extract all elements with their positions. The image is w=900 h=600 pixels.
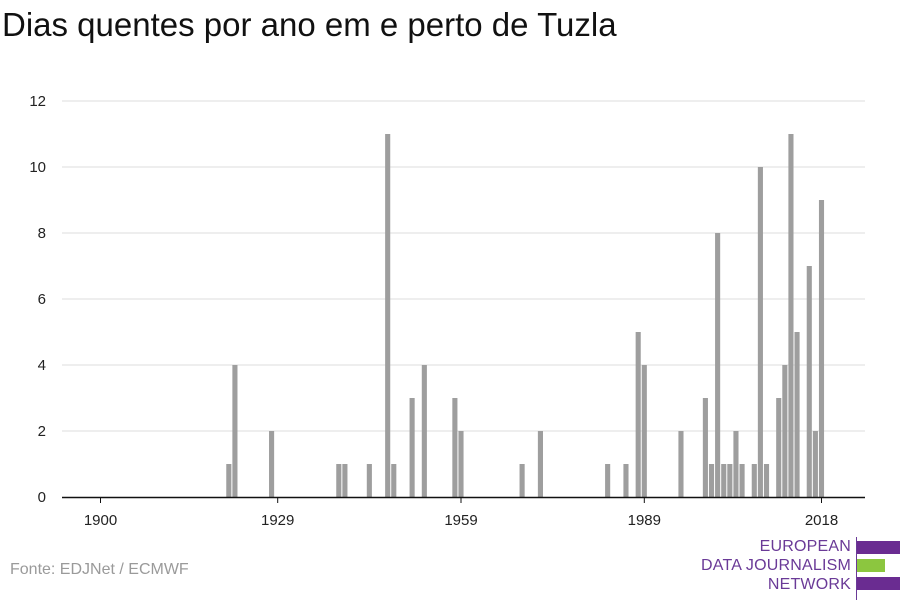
bar-1959	[458, 431, 464, 497]
bar-2011	[776, 398, 782, 497]
x-tick-label-1900: 1900	[84, 512, 117, 529]
bar-2009	[763, 464, 770, 497]
bar-1922	[232, 365, 238, 497]
axes	[62, 496, 865, 503]
bar-2017	[812, 431, 818, 497]
bar-1953	[421, 365, 427, 497]
gridlines	[62, 100, 865, 432]
bar-1928	[269, 431, 275, 497]
y-tick-label-10: 10	[29, 159, 46, 176]
logo-divider	[856, 537, 857, 600]
bar-1940	[342, 464, 348, 497]
y-tick-label-4: 4	[38, 357, 46, 374]
logo-bar-middle	[857, 559, 885, 572]
bar-2005	[739, 464, 745, 497]
bar-1972	[537, 431, 543, 497]
y-tick-label-12: 12	[29, 93, 46, 110]
bar-2004	[733, 431, 739, 497]
bar-1988	[635, 332, 641, 497]
tick-labels: 0 2 4 6 8 10 12 1900 1929 1959 1989 2018	[29, 93, 838, 529]
bar-1951	[409, 398, 415, 497]
bar-1944	[366, 464, 372, 497]
x-tick-label-1959: 1959	[444, 512, 477, 529]
source-note: Fonte: EDJNet / ECMWF	[10, 561, 189, 578]
x-tick-label-2018: 2018	[805, 512, 838, 529]
bar-2002	[721, 464, 727, 497]
logo-line-1: EUROPEAN	[759, 538, 851, 555]
bar-2014	[794, 332, 800, 497]
bar-2008	[757, 167, 763, 497]
logo-bar-bottom	[857, 577, 900, 590]
bar-2000	[708, 464, 715, 497]
bar-1989	[641, 365, 647, 497]
y-tick-label-8: 8	[38, 225, 46, 242]
bar-1939	[336, 464, 342, 497]
bar-1983	[605, 464, 611, 497]
bar-1995	[678, 431, 684, 497]
bar-1969	[519, 464, 525, 497]
bar-2016	[806, 266, 812, 497]
bar-1999	[702, 398, 708, 497]
bar-1948	[391, 464, 397, 497]
y-tick-label-2: 2	[38, 423, 46, 440]
bar-2001	[715, 233, 721, 497]
bar-2012	[782, 365, 788, 497]
x-tick-label-1929: 1929	[261, 512, 294, 529]
chart-title: Dias quentes por ano em e perto de Tuzla	[2, 6, 617, 43]
logo-text: EUROPEAN DATA JOURNALISM NETWORK	[701, 537, 851, 594]
bar-2018	[818, 200, 825, 497]
logo-line-2: DATA JOURNALISM	[701, 557, 851, 574]
bar-1947	[385, 134, 391, 497]
bars	[226, 134, 825, 497]
bar-2013	[788, 134, 794, 497]
logo-bar-top	[857, 541, 900, 554]
x-tick-label-1989: 1989	[628, 512, 661, 529]
edjnet-logo: EUROPEAN DATA JOURNALISM NETWORK	[700, 537, 900, 600]
bar-2007	[751, 464, 757, 497]
bar-1986	[623, 464, 629, 497]
bar-1921	[226, 464, 232, 497]
bar-2003	[727, 464, 733, 497]
logo-line-3: NETWORK	[767, 576, 851, 593]
y-tick-label-0: 0	[38, 489, 46, 506]
bar-1958	[452, 398, 458, 497]
y-tick-label-6: 6	[38, 291, 46, 308]
